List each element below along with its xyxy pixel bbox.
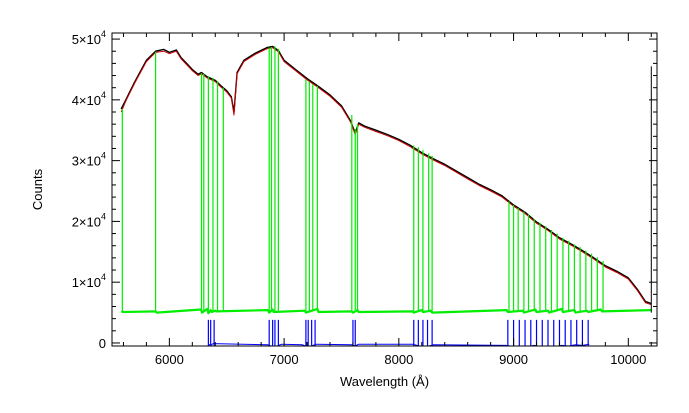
telluric-spectrum-series [120,307,652,315]
x-tick-label: 10000 [610,352,646,367]
y-tick-label: 3×104 [72,151,106,169]
frame-layer [111,32,658,347]
plot-frame [111,32,658,347]
labels-layer: 6000 7000 8000 9000 1000001×1042×1043×1044×1… [30,29,646,389]
y-tick-label: 4×104 [72,90,106,108]
model-fit-series [120,47,652,306]
y-tick-mantissa: 5×10 [72,32,101,47]
y-tick-label: 2×104 [72,211,106,229]
y-tick-exponent: 4 [101,272,106,282]
y-tick-exponent: 4 [101,151,106,161]
plot-layer [120,45,652,346]
observed-spectrum-series [120,45,652,305]
x-tick-label: 6000 [155,352,184,367]
y-tick-label: 0 [99,336,106,351]
x-axis-title: Wavelength (Å) [340,374,429,389]
y-tick-exponent: 4 [101,211,106,221]
y-axis-title: Counts [30,168,45,210]
x-tick-label: 7000 [270,352,299,367]
x-tick-label: 9000 [499,352,528,367]
y-tick-mantissa: 2×10 [72,214,101,229]
y-tick-label: 5×104 [72,29,106,47]
y-tick-mantissa: 3×10 [72,154,101,169]
y-tick-exponent: 4 [101,29,106,39]
y-tick-label: 1×104 [72,272,106,290]
x-tick-label: 8000 [384,352,413,367]
y-tick-mantissa: 1×10 [72,275,101,290]
y-tick-exponent: 4 [101,90,106,100]
y-tick-mantissa: 4×10 [72,93,101,108]
